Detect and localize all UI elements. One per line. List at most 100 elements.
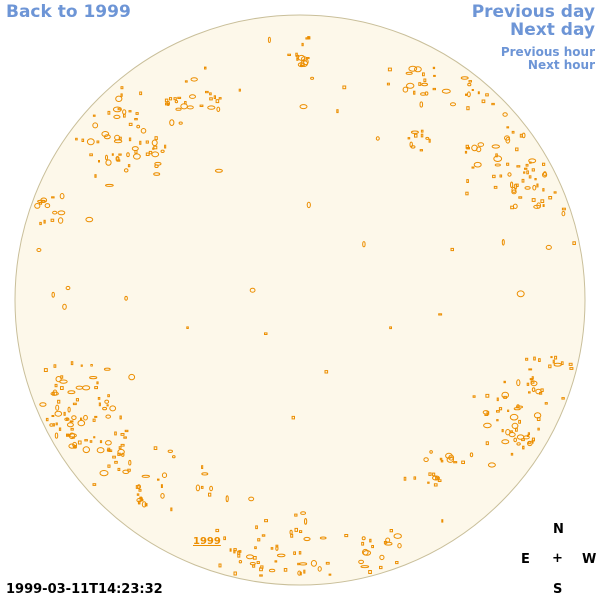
contour-mark xyxy=(67,406,71,413)
contour-mark xyxy=(233,571,237,576)
contour-mark xyxy=(461,460,466,465)
contour-mark xyxy=(531,376,534,380)
contour-mark xyxy=(521,438,525,442)
contour-mark xyxy=(298,551,302,555)
contour-mark xyxy=(161,472,168,479)
contour-mark xyxy=(493,155,503,162)
contour-mark xyxy=(148,150,153,155)
contour-mark xyxy=(218,97,222,100)
contour-mark xyxy=(77,419,86,427)
contour-mark xyxy=(499,174,503,178)
contour-mark xyxy=(43,219,46,224)
contour-mark xyxy=(506,126,510,129)
contour-mark xyxy=(561,397,565,400)
contour-mark xyxy=(524,186,531,190)
contour-mark xyxy=(55,422,58,426)
contour-mark xyxy=(43,368,48,373)
contour-mark xyxy=(450,102,456,107)
contour-mark xyxy=(421,82,429,87)
contour-mark xyxy=(523,171,526,174)
contour-mark xyxy=(379,565,383,570)
contour-mark xyxy=(310,560,317,567)
compass-west: W xyxy=(582,552,597,567)
contour-mark xyxy=(294,513,298,517)
contour-mark xyxy=(92,418,96,422)
contour-mark xyxy=(467,82,472,87)
contour-mark xyxy=(55,376,62,383)
contour-mark xyxy=(128,373,136,381)
contour-mark xyxy=(328,573,332,576)
contour-mark xyxy=(84,439,88,442)
next-hour-link[interactable]: Next hour xyxy=(527,58,595,72)
contour-mark xyxy=(532,184,537,191)
next-day-link[interactable]: Next day xyxy=(510,20,595,40)
contour-mark xyxy=(468,80,472,83)
contour-mark xyxy=(522,445,525,450)
contour-mark xyxy=(120,93,123,97)
contour-mark xyxy=(306,201,311,209)
contour-mark xyxy=(306,57,310,60)
previous-day-link[interactable]: Previous day xyxy=(471,2,595,22)
contour-mark xyxy=(485,393,490,398)
contour-mark xyxy=(310,76,315,80)
contour-mark xyxy=(200,485,204,489)
contour-mark xyxy=(534,178,537,181)
contour-mark xyxy=(297,570,302,576)
contour-mark xyxy=(483,422,492,429)
contour-mark xyxy=(116,159,121,162)
solar-disk xyxy=(14,14,586,586)
contour-mark xyxy=(201,465,204,470)
contour-mark xyxy=(344,534,349,538)
contour-mark xyxy=(177,96,182,100)
contour-mark xyxy=(121,452,125,457)
contour-mark xyxy=(71,415,77,421)
contour-mark xyxy=(124,295,128,301)
contour-mark xyxy=(518,419,522,424)
contour-mark xyxy=(379,554,385,561)
contour-mark xyxy=(135,112,139,115)
contour-mark xyxy=(393,533,402,539)
contour-mark xyxy=(303,58,309,66)
contour-mark xyxy=(526,170,529,175)
contour-mark xyxy=(531,437,536,442)
year-label[interactable]: 1999 xyxy=(193,536,221,547)
contour-mark xyxy=(104,399,110,404)
contour-mark xyxy=(299,530,303,534)
contour-mark xyxy=(223,536,227,541)
contour-mark xyxy=(432,87,437,91)
back-to-year-link[interactable]: Back to 1999 xyxy=(6,2,131,22)
contour-mark xyxy=(518,196,523,199)
contour-mark xyxy=(215,528,220,533)
contour-mark xyxy=(172,455,176,459)
contour-mark xyxy=(540,199,545,204)
contour-mark xyxy=(469,452,474,458)
contour-mark xyxy=(460,76,469,80)
contour-mark xyxy=(214,168,223,173)
contour-mark xyxy=(160,493,165,499)
contour-mark xyxy=(164,98,169,103)
contour-mark xyxy=(560,361,564,365)
contour-mark xyxy=(41,200,46,203)
contour-mark xyxy=(145,140,149,144)
contour-mark xyxy=(527,432,530,435)
contour-mark xyxy=(450,247,454,252)
contour-mark xyxy=(238,550,242,553)
contour-mark xyxy=(537,427,540,431)
contour-mark xyxy=(536,183,539,188)
contour-mark xyxy=(487,462,496,468)
contour-mark xyxy=(57,210,66,216)
contour-mark xyxy=(135,485,140,489)
contour-mark xyxy=(107,464,111,468)
year-link[interactable]: 1999 xyxy=(193,536,221,547)
contour-mark xyxy=(542,172,548,178)
contour-mark xyxy=(83,414,88,421)
contour-mark xyxy=(548,364,552,369)
contour-mark xyxy=(304,518,308,525)
contour-mark xyxy=(481,99,486,104)
contour-mark xyxy=(425,136,430,140)
contour-mark xyxy=(117,452,121,456)
contour-mark xyxy=(68,443,76,449)
previous-hour-link[interactable]: Previous hour xyxy=(500,45,595,59)
contour-mark xyxy=(153,172,161,176)
contour-mark xyxy=(140,128,147,134)
